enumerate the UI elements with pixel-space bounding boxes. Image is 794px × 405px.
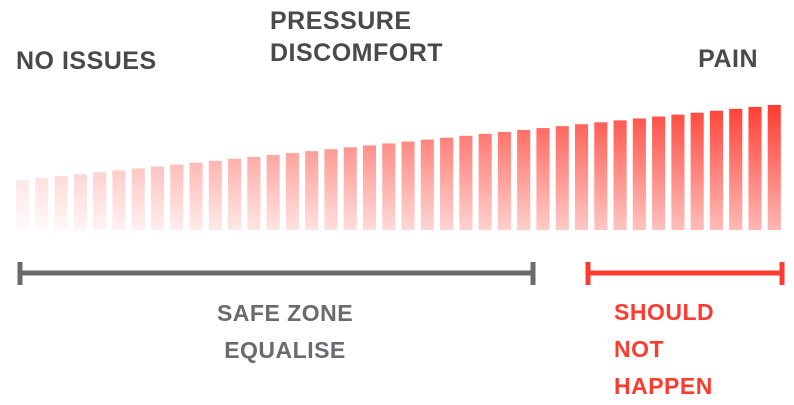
gradient-bar: [709, 110, 724, 230]
gradient-bar: [131, 168, 145, 230]
gradient-bar: [401, 141, 415, 230]
gradient-bar: [440, 137, 454, 230]
gradient-bar: [632, 118, 646, 230]
gradient-bar: [613, 120, 627, 230]
gradient-bar: [536, 128, 550, 230]
gradient-bar: [729, 108, 743, 230]
safe-zone-line2: EQUALISE: [224, 337, 346, 363]
gradient-bar: [652, 116, 666, 230]
gradient-bar: [420, 139, 434, 230]
gradient-bar: [478, 133, 492, 230]
danger-zone-bracket: [585, 262, 785, 285]
danger-zone-line2: NOT: [614, 336, 665, 362]
gradient-bar: [35, 178, 49, 230]
label-pressure-discomfort: PRESSURE DISCOMFORT: [270, 5, 443, 69]
label-no-issues: NO ISSUES: [16, 47, 157, 75]
gradient-bar: [285, 153, 299, 230]
gradient-bar: [189, 162, 203, 230]
gradient-bar: [93, 172, 107, 230]
gradient-bar: [112, 170, 126, 230]
gradient-bar: [170, 164, 184, 230]
gradient-bar: [16, 180, 30, 230]
gradient-bar: [305, 151, 319, 230]
label-pain: PAIN: [698, 45, 758, 73]
gradient-bar: [748, 106, 762, 230]
gradient-bar: [324, 149, 338, 230]
safe-zone-line1: SAFE ZONE: [216, 300, 354, 326]
label-pressure-line2: DISCOMFORT: [270, 39, 444, 67]
gradient-bar: [150, 166, 165, 230]
label-pressure-line1: PRESSURE: [270, 7, 412, 35]
gradient-bar: [208, 160, 222, 230]
gradient-bar: [266, 155, 280, 230]
safe-zone-bracket: [17, 262, 536, 285]
gradient-bar: [54, 176, 68, 230]
gradient-bar: [228, 158, 242, 230]
gradient-bar: [574, 124, 589, 230]
danger-zone-label: SHOULD NOT HAPPEN: [614, 294, 714, 405]
gradient-bar: [497, 131, 511, 230]
gradient-bar: [73, 174, 87, 230]
gradient-bar: [247, 156, 261, 230]
danger-zone-line3: HAPPEN: [614, 373, 713, 399]
gradient-bar: [594, 122, 608, 230]
danger-zone-line1: SHOULD: [614, 299, 715, 325]
gradient-bar: [459, 135, 473, 230]
gradient-bar: [517, 130, 531, 230]
safe-zone-label: SAFE ZONE EQUALISE: [185, 295, 385, 369]
gradient-bar: [362, 145, 377, 230]
gradient-bar: [555, 126, 569, 230]
intensity-gradient-bars: [16, 105, 785, 285]
gradient-bar: [382, 143, 396, 230]
gradient-bar: [671, 114, 685, 230]
gradient-bar: [690, 112, 704, 230]
gradient-bar: [343, 147, 357, 230]
gradient-bar: [767, 105, 781, 230]
